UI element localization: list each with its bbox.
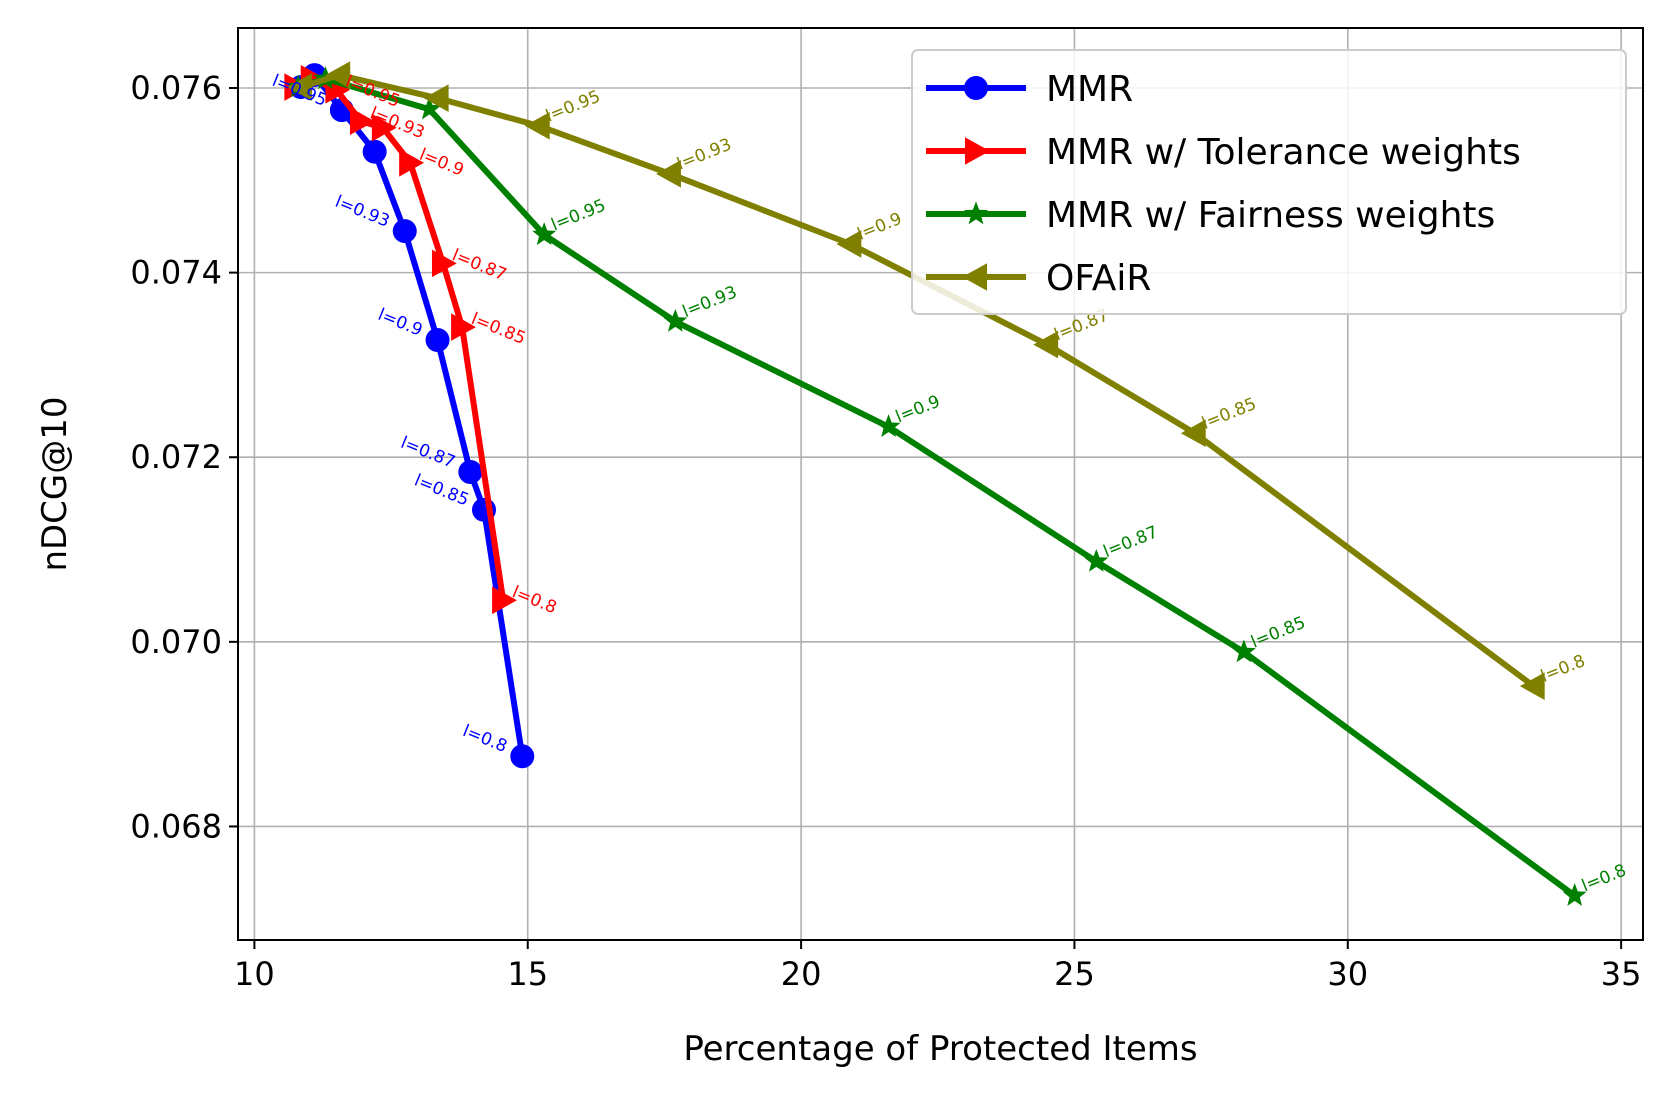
legend-label: MMR w/ Fairness weights xyxy=(1046,195,1495,236)
point-label: l=0.93 xyxy=(674,135,734,175)
point-label: l=0.93 xyxy=(332,192,392,232)
data-point xyxy=(876,414,901,437)
data-point xyxy=(399,148,425,177)
legend-label: MMR xyxy=(1046,69,1133,110)
x-tick-label: 15 xyxy=(507,955,548,993)
data-point xyxy=(451,313,476,341)
point-label: l=0.95 xyxy=(549,196,609,236)
data-point xyxy=(417,96,442,120)
axis-ticks: 10 15 20 25 30 35 0.068 0.070 0.072 0.074 0.076 xyxy=(130,69,1641,993)
data-point xyxy=(1084,548,1109,572)
series-3 xyxy=(287,61,1545,700)
legend-entry: MMR w/ Fairness weights xyxy=(926,195,1495,236)
data-point xyxy=(532,222,557,245)
series-1 xyxy=(284,64,517,615)
y-tick-label: 0.068 xyxy=(130,807,222,845)
plot-frame xyxy=(237,27,1644,941)
point-label: l=0.85 xyxy=(1248,613,1308,653)
point-label: l=0.93 xyxy=(680,282,740,322)
legend-entry: OFAiR xyxy=(926,258,1151,299)
data-point xyxy=(836,230,862,258)
data-point xyxy=(1033,330,1059,359)
point-label: l=0.87 xyxy=(398,433,458,473)
plot-series xyxy=(284,61,1587,906)
data-point xyxy=(510,744,535,769)
point-label: l=0.8 xyxy=(509,582,559,618)
data-point xyxy=(964,201,988,225)
data-point xyxy=(492,586,517,615)
legend: MMR MMR w/ Tolerance weights MMR w/ Fairne… xyxy=(911,49,1627,315)
data-point xyxy=(962,263,988,291)
data-point xyxy=(458,460,483,484)
x-axis-label: Percentage of Protected Items xyxy=(683,1029,1197,1069)
x-tick-label: 20 xyxy=(781,955,822,993)
data-point xyxy=(362,139,387,164)
legend-box xyxy=(911,49,1627,315)
data-point xyxy=(425,328,450,352)
data-point xyxy=(656,160,681,188)
legend-label: OFAiR xyxy=(1046,258,1151,299)
point-label: l=0.9 xyxy=(893,392,943,428)
legend-entry: MMR xyxy=(926,69,1133,110)
point-label: l=0.8 xyxy=(1538,651,1588,687)
y-tick-label: 0.076 xyxy=(130,69,222,107)
y-tick-label: 0.072 xyxy=(130,438,222,476)
data-point xyxy=(1519,672,1545,700)
point-label: l=0.87 xyxy=(449,245,509,285)
x-tick-label: 25 xyxy=(1054,955,1095,993)
data-point xyxy=(325,61,351,89)
data-point xyxy=(1180,419,1206,448)
legend-label: MMR w/ Tolerance weights xyxy=(1046,132,1521,173)
data-point xyxy=(964,137,990,165)
point-label: l=0.85 xyxy=(468,309,528,349)
point-label: l=0.8 xyxy=(460,721,510,757)
data-point xyxy=(1562,883,1587,906)
x-tick-label: 30 xyxy=(1327,955,1368,993)
data-point xyxy=(1231,639,1256,663)
data-point xyxy=(349,107,375,136)
x-tick-label: 10 xyxy=(234,955,275,993)
x-tick-label: 35 xyxy=(1601,955,1642,993)
point-label: l=0.9 xyxy=(855,209,905,245)
data-point xyxy=(964,76,988,100)
point-label: l=0.9 xyxy=(416,145,466,181)
data-point xyxy=(423,84,449,112)
y-tick-label: 0.074 xyxy=(130,254,222,292)
data-point xyxy=(392,219,417,244)
point-label: l=0.85 xyxy=(1199,394,1259,434)
data-point xyxy=(663,308,688,332)
point-label: l=0.9 xyxy=(375,305,425,341)
data-point xyxy=(431,249,457,278)
y-axis-label: nDCG@10 xyxy=(35,396,75,571)
y-tick-label: 0.070 xyxy=(130,623,222,661)
data-point xyxy=(287,73,312,101)
point-label: l=0.87 xyxy=(1101,522,1161,562)
point-label: l=0.95 xyxy=(543,87,603,127)
data-point xyxy=(524,112,550,140)
legend-entry: MMR w/ Tolerance weights xyxy=(926,132,1521,173)
data-point xyxy=(371,113,397,142)
